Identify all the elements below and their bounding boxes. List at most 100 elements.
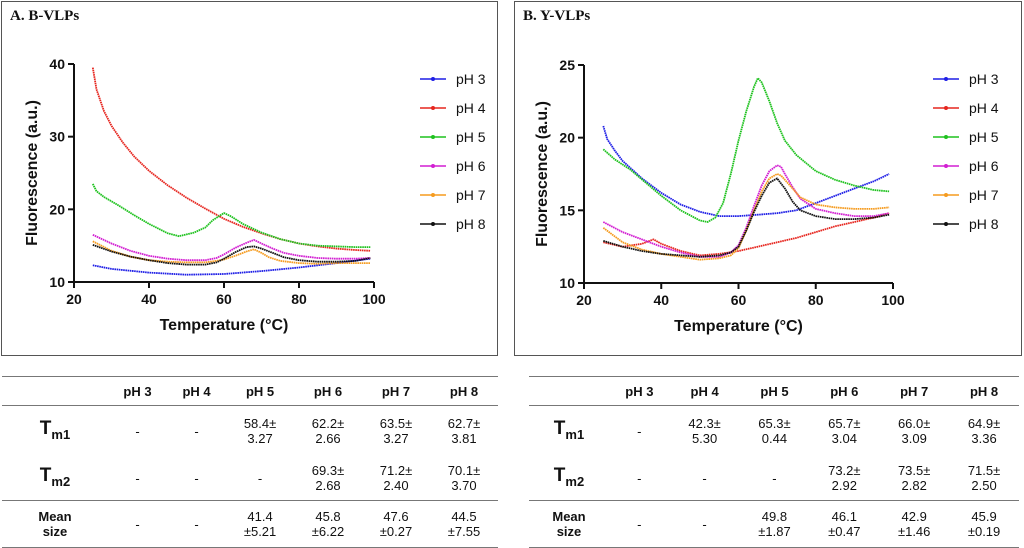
series-line-ph-7 xyxy=(602,173,890,261)
table-cell: 73.5± 2.82 xyxy=(897,463,931,493)
table-cell: - xyxy=(194,470,199,486)
column-header: pH 7 xyxy=(362,376,430,406)
series-line-ph-8 xyxy=(92,244,371,266)
table-cell: 44.5 ±7.55 xyxy=(429,500,498,548)
table-b: pH 3 pH 4 pH 5 pH 6 pH 7 pH 8 Tm1 - 42.3… xyxy=(529,376,1019,548)
table-row-tm1: Tm1 - - 58.4± 3.27 62.2± 2.66 63.5± 3.27… xyxy=(2,406,498,457)
y-tick-label: 20 xyxy=(559,130,575,146)
legend-label: pH 4 xyxy=(969,100,999,116)
table-cell: 49.8 ±1.87 xyxy=(739,500,810,548)
table-row-tm2: Tm2 - - - 69.3± 2.68 71.2± 2.40 70.1± 3.… xyxy=(2,456,498,501)
series-line-ph-6 xyxy=(602,164,890,258)
tm-subscript: m1 xyxy=(51,426,71,442)
table-cell: - xyxy=(108,500,168,548)
column-header: pH 6 xyxy=(809,376,880,406)
row-label: Tm1 xyxy=(529,406,609,457)
legend-marker xyxy=(944,135,948,139)
column-header: pH 7 xyxy=(879,376,950,406)
table-cell: 58.4± 3.27 xyxy=(243,416,277,446)
legend-label: pH 5 xyxy=(969,129,999,145)
legend-marker xyxy=(944,164,948,168)
corner-cell xyxy=(529,376,609,406)
y-tick-label: 15 xyxy=(559,202,575,218)
legend-label: pH 4 xyxy=(456,100,486,116)
table-cell: - xyxy=(637,470,642,486)
table-header-row: pH 3 pH 4 pH 5 pH 6 pH 7 pH 8 xyxy=(529,376,1019,406)
row-label: Tm1 xyxy=(2,406,108,457)
legend-marker xyxy=(431,164,435,168)
series-line-ph-5 xyxy=(602,77,890,223)
table-header-row: pH 3 pH 4 pH 5 pH 6 pH 7 pH 8 xyxy=(2,376,498,406)
table-cell: 62.7± 3.81 xyxy=(447,416,481,446)
table-cell: 62.2± 2.66 xyxy=(311,416,345,446)
chart-title: B. Y-VLPs xyxy=(523,8,591,24)
tm-symbol: T xyxy=(553,417,566,439)
legend-marker xyxy=(944,106,948,110)
table-cell: - xyxy=(167,500,227,548)
table-cell: - xyxy=(637,423,642,439)
row-label: Tm2 xyxy=(529,456,609,501)
row-label: Mean size xyxy=(2,500,108,548)
legend-label: pH 3 xyxy=(969,71,999,87)
column-header: pH 3 xyxy=(108,376,168,406)
legend-label: pH 6 xyxy=(969,158,999,174)
y-tick-label: 10 xyxy=(559,275,575,291)
panel-a: A. B-VLPs 20 40 60 80 100 10 20 30 40 Temperature… xyxy=(1,1,498,356)
column-header: pH 6 xyxy=(294,376,362,406)
column-header: pH 5 xyxy=(226,376,295,406)
series-line-ph-5 xyxy=(91,183,371,249)
series-line-ph-4 xyxy=(91,67,371,252)
panel-b: B. Y-VLPs 20 40 60 80 100 10 15 20 25 Temperature… xyxy=(514,1,1022,356)
x-tick-label: 40 xyxy=(141,291,157,307)
legend-marker xyxy=(944,222,948,226)
column-header: pH 4 xyxy=(167,376,227,406)
table-cell: - xyxy=(702,470,707,486)
table-cell: 70.1± 3.70 xyxy=(447,463,481,493)
table-cell: 65.3± 0.44 xyxy=(758,416,791,446)
table-cell: - xyxy=(135,470,140,486)
tm-subscript: m2 xyxy=(51,473,71,489)
y-tick-label: 30 xyxy=(49,129,65,145)
table-cell: 42.9 ±1.46 xyxy=(879,500,950,548)
column-header: pH 8 xyxy=(949,376,1019,406)
legend-label: pH 8 xyxy=(456,216,486,232)
series-line-ph-8 xyxy=(603,177,890,258)
corner-cell xyxy=(2,376,108,406)
legend-label: pH 6 xyxy=(456,158,486,174)
table-cell: - xyxy=(194,423,199,439)
y-axis-label: Fluorescence (a.u.) xyxy=(534,101,551,247)
y-tick-label: 10 xyxy=(49,274,65,290)
table-cell: 65.7± 3.04 xyxy=(828,416,861,446)
legend-label: pH 7 xyxy=(456,187,486,203)
chart-title: A. B-VLPs xyxy=(10,8,80,24)
table-cell: - xyxy=(669,500,740,548)
table-cell: 42.3± 5.30 xyxy=(688,416,721,446)
legend-marker xyxy=(431,77,435,81)
x-tick-label: 60 xyxy=(216,291,232,307)
table-cell: 63.5± 3.27 xyxy=(379,416,413,446)
column-header: pH 8 xyxy=(429,376,498,406)
x-tick-label: 20 xyxy=(66,291,82,307)
table-cell: - xyxy=(609,500,670,548)
table-cell: - xyxy=(772,470,777,486)
table-cell: 71.2± 2.40 xyxy=(379,463,413,493)
x-tick-label: 40 xyxy=(653,292,669,308)
x-tick-label: 80 xyxy=(291,291,307,307)
y-tick-label: 20 xyxy=(49,201,65,217)
y-tick-label: 25 xyxy=(559,57,575,73)
table-row-mean-size: Mean size - - 41.4 ±5.21 45.8 ±6.22 47.6… xyxy=(2,500,498,548)
table-cell: - xyxy=(135,423,140,439)
column-header: pH 3 xyxy=(609,376,670,406)
tm-symbol: T xyxy=(39,417,52,439)
x-axis-label: Temperature (°C) xyxy=(674,318,803,335)
series-line-ph-6 xyxy=(92,233,371,262)
series-line-ph-3 xyxy=(602,125,890,218)
y-tick-label: 40 xyxy=(49,56,65,72)
x-tick-label: 80 xyxy=(808,292,824,308)
legend-label: pH 8 xyxy=(969,216,999,232)
row-label: Tm2 xyxy=(2,456,108,501)
tm-symbol: T xyxy=(553,464,566,486)
legend-label: pH 5 xyxy=(456,129,486,145)
table-row-mean-size: Mean size - - 49.8 ±1.87 46.1 ±0.47 42.9… xyxy=(529,500,1019,548)
